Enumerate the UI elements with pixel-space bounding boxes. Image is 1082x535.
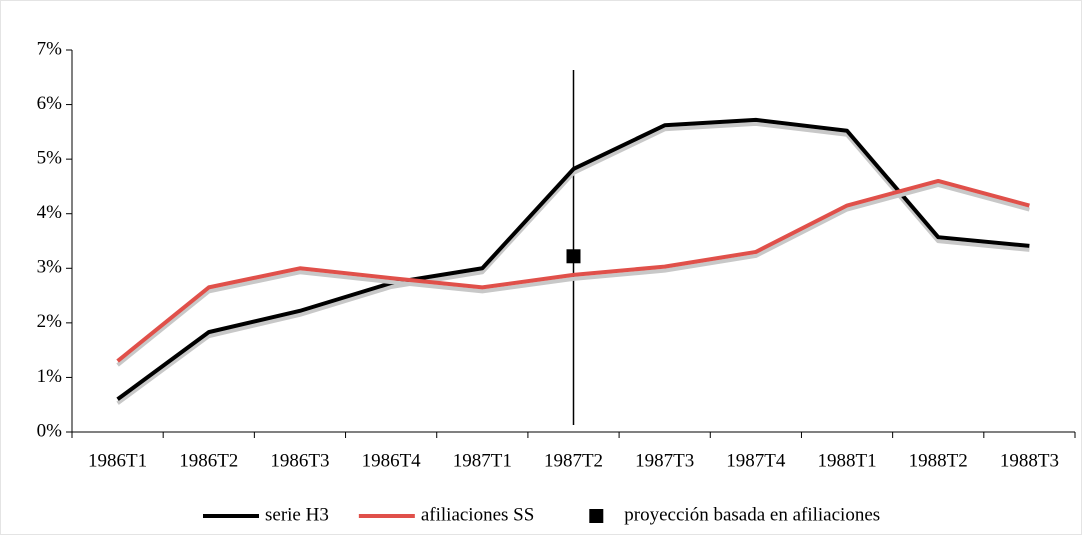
y-tick-label: 1% <box>37 366 63 387</box>
legend-label: proyección basada en afiliaciones <box>624 504 880 525</box>
y-tick-label: 5% <box>37 148 63 169</box>
x-tick-label: 1987T2 <box>544 450 603 471</box>
line-shadow <box>116 121 1030 405</box>
legend-swatch <box>589 509 604 523</box>
data-line <box>116 117 1030 401</box>
line-shadow <box>116 182 1030 367</box>
data-line <box>116 178 1030 363</box>
legend-label: afiliaciones SS <box>421 504 534 525</box>
y-tick-label: 6% <box>37 93 63 114</box>
y-tick-label: 7% <box>37 38 63 59</box>
x-tick-label: 1986T1 <box>88 450 147 471</box>
point-marker <box>566 249 581 264</box>
x-tick-label: 1988T1 <box>817 450 876 471</box>
x-tick-label: 1986T4 <box>362 450 422 471</box>
y-tick-label: 4% <box>37 202 63 223</box>
x-tick-label: 1986T3 <box>270 450 329 471</box>
x-tick-label: 1988T3 <box>1000 450 1059 471</box>
x-tick-label: 1987T3 <box>635 450 694 471</box>
x-tick-label: 1987T4 <box>726 450 786 471</box>
x-tick-label: 1987T1 <box>453 450 512 471</box>
y-tick-label: 3% <box>37 257 63 278</box>
y-tick-label: 2% <box>37 311 63 332</box>
x-tick-label: 1988T2 <box>909 450 968 471</box>
y-tick-label: 0% <box>37 420 63 441</box>
x-tick-label: 1986T2 <box>179 450 238 471</box>
legend-label: serie H3 <box>265 504 329 525</box>
